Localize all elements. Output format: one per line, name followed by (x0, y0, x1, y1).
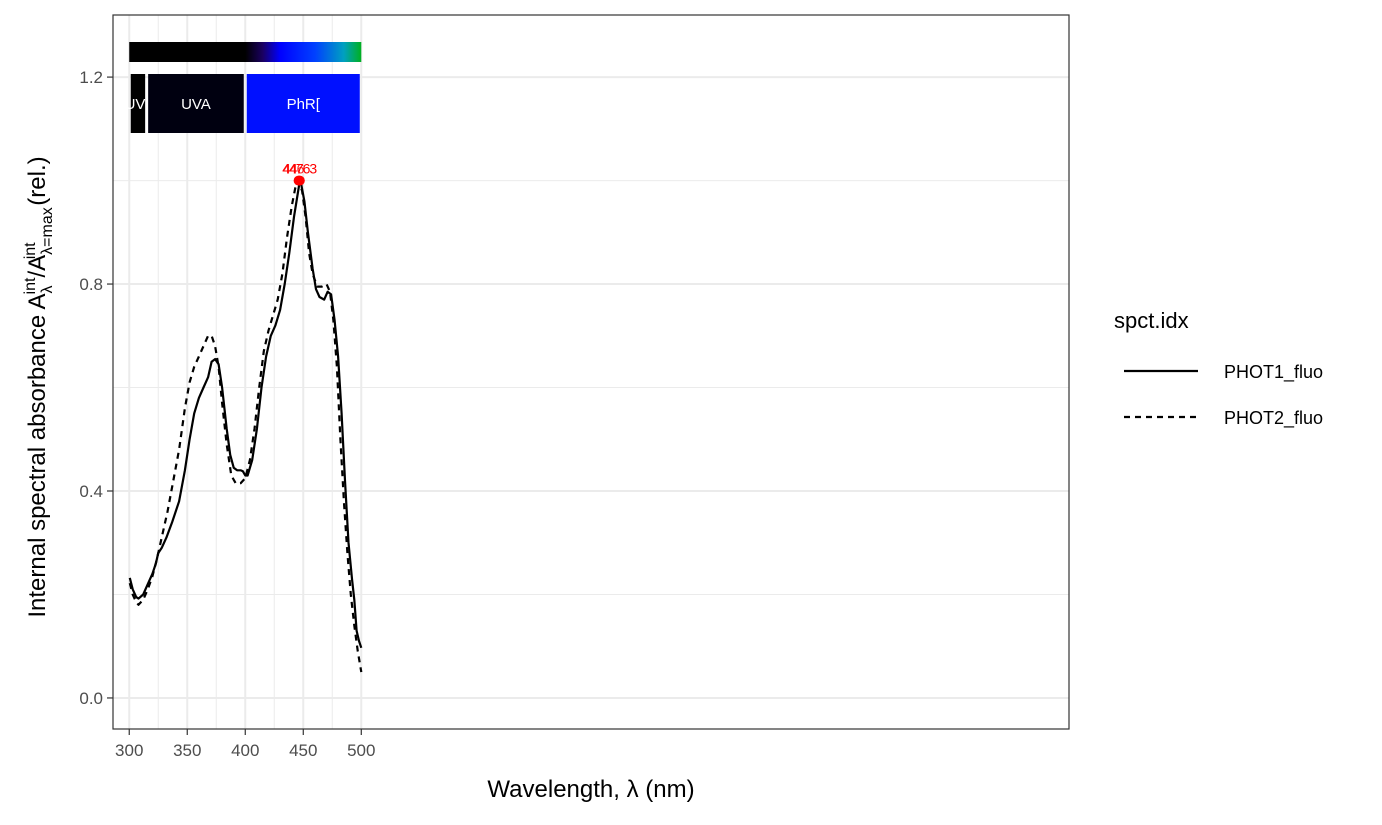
waveband-label: ]UVB (120, 96, 155, 113)
y-tick-label: 1.2 (79, 68, 103, 87)
legend-title: spct.idx (1114, 308, 1189, 333)
series-lines (128, 179, 363, 673)
y-tick-label: 0.0 (79, 689, 103, 708)
y-tick-label: 0.8 (79, 275, 103, 294)
waveband-label: UVA (181, 96, 211, 113)
x-tick-label: 500 (347, 741, 375, 760)
peak-point (294, 175, 305, 186)
waveband-phr (246, 74, 360, 133)
waveband-labels: ]UVB UVA PhR[ (120, 74, 360, 133)
waveband-uva (148, 74, 244, 133)
x-tick-label: 450 (289, 741, 317, 760)
spectrum-bar (129, 42, 362, 62)
y-title-part-main: Internal spectral absorbance A (24, 293, 51, 617)
legend-entries: PHOT1_fluo PHOT2_fluo (1124, 362, 1323, 429)
y-tick-label: 0.4 (79, 482, 103, 501)
waveband-label: PhR[ (287, 96, 321, 113)
y-title-sup-int-2: int (22, 242, 39, 259)
y-title-part-slash: /A (24, 255, 51, 278)
y-title-sub-lambda: λ (39, 285, 56, 293)
y-axis: 0.0 0.4 0.8 1.2 (79, 68, 113, 708)
legend-label: PHOT1_fluo (1224, 362, 1323, 383)
x-axis-title: Wavelength, λ (nm) (487, 776, 694, 803)
grid-minor (113, 15, 1069, 729)
legend-label: PHOT2_fluo (1224, 408, 1323, 429)
series-phot1-fluo (128, 179, 363, 649)
y-title-sup-int: int (22, 277, 39, 294)
x-axis: 300 350 400 450 500 (115, 729, 375, 760)
y-axis-title: Internal spectral absorbance Aλint/Aλ=ma… (22, 156, 56, 617)
y-title-part-units: (rel.) (24, 156, 51, 212)
x-tick-label: 400 (231, 741, 259, 760)
peak-label: 44763 (282, 161, 317, 177)
peak-label-overlap: 446 (283, 161, 305, 177)
legend: spct.idx PHOT1_fluo PHOT2_fluo (1114, 308, 1323, 429)
panel-border (112, 14, 1070, 730)
wavelength-color-bar (129, 42, 362, 62)
x-tick-label: 300 (115, 741, 143, 760)
y-title-sub-lambda-max: λ=max (39, 207, 56, 255)
waveband-uvb (130, 74, 146, 133)
x-tick-label: 350 (173, 741, 201, 760)
